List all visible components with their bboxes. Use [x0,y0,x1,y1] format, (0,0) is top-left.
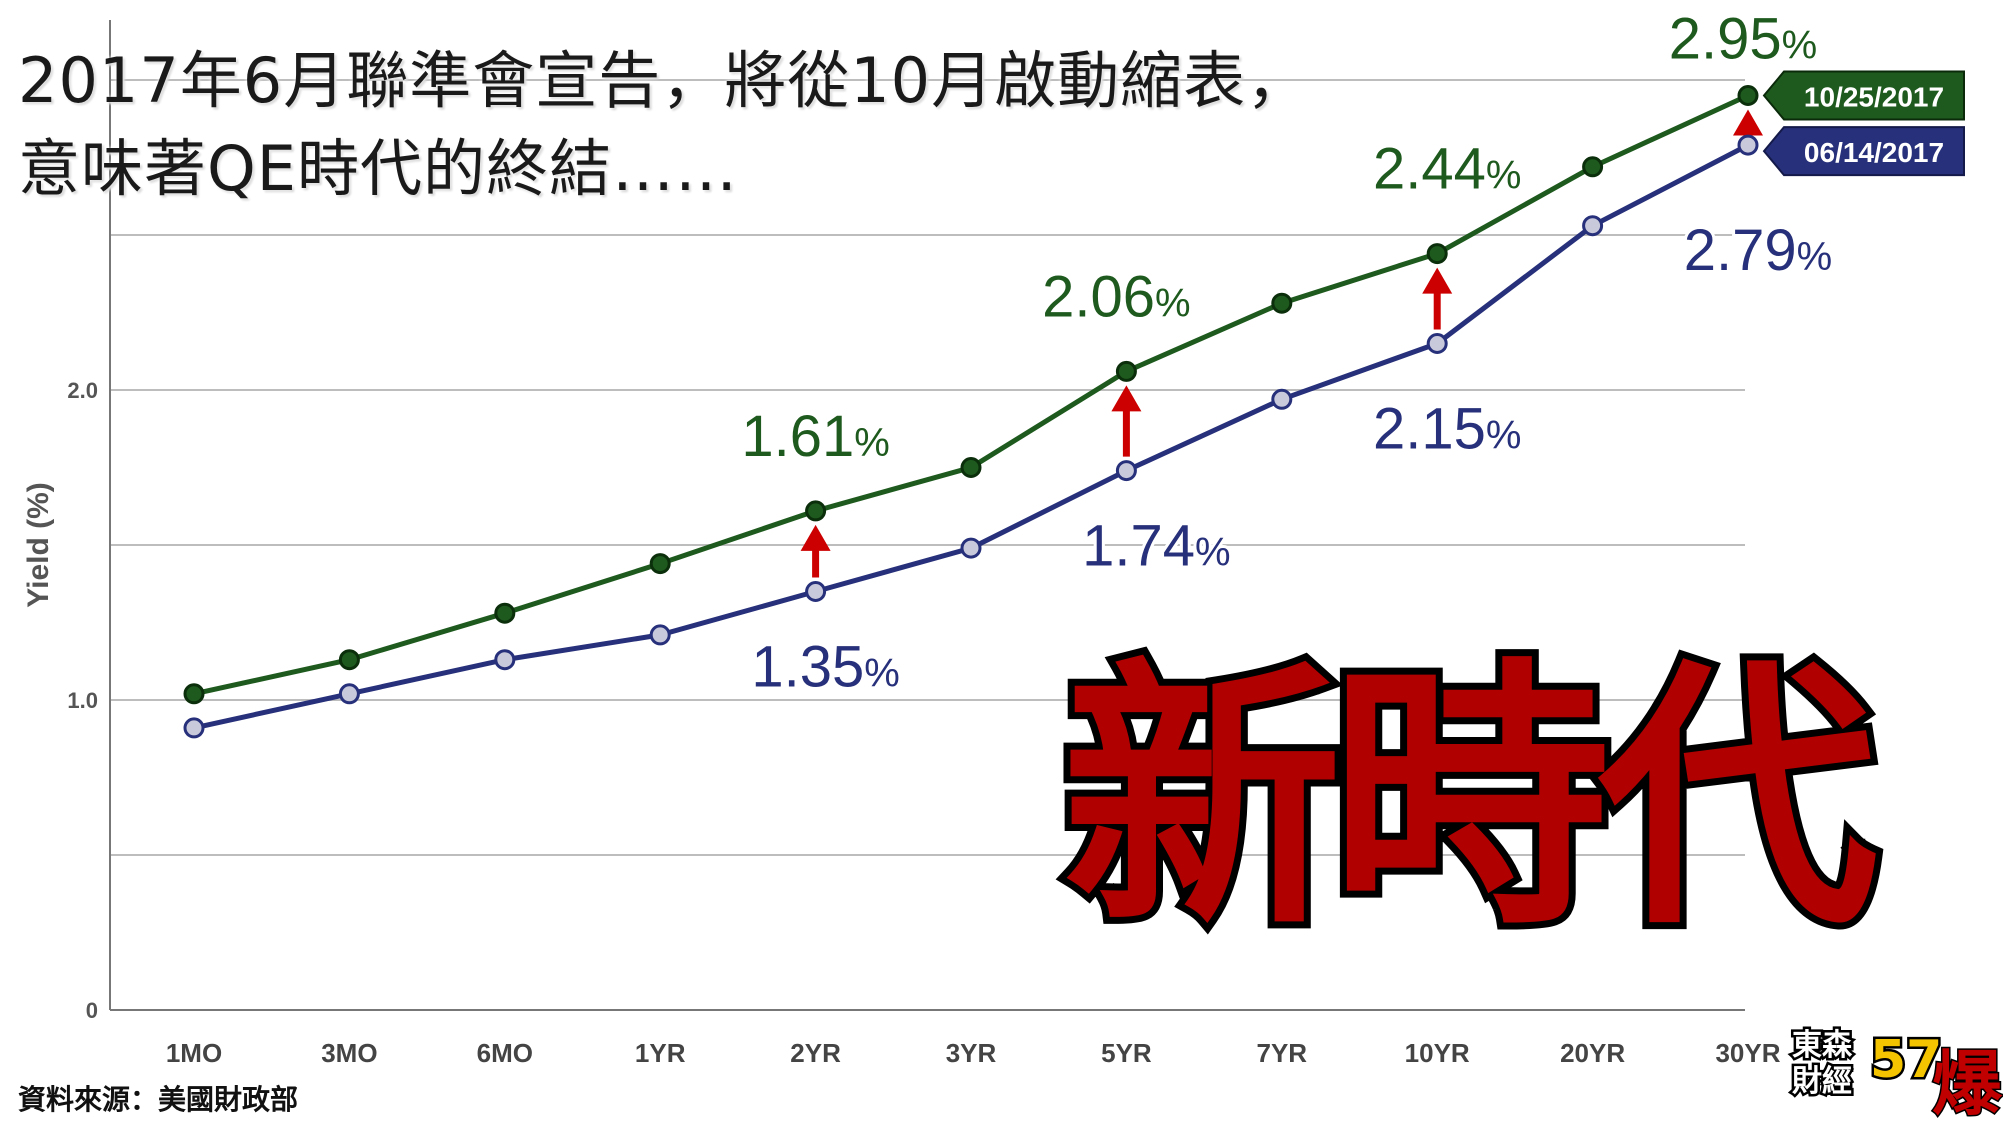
value-number: 2.44 [1373,137,1486,202]
chart-title-line-1: 2017年6月聯準會宣告，將從10月啟動縮表， [18,44,1310,117]
change-arrow-head [1422,267,1453,294]
data-point [805,500,827,522]
axes: 0 1.0 2.0 Yield (%) 1MO 3MO 6MO 1YR 2YR 3YR 5YR 7YR… [22,20,1781,1068]
data-point [1115,360,1137,382]
value-number: 2.15 [1373,397,1486,462]
data-point [1582,156,1604,178]
value-label: 2.06% [1042,264,1190,329]
value-label: 1.74% [1082,514,1230,579]
value-unit: % [1486,154,1522,198]
value-label: 2.15% [1373,397,1521,462]
chart-title-line-2: 意味著QE時代的終結…… [18,132,738,205]
y-axis-label: Yield (%) [22,482,55,608]
y-tick-label: 0 [86,998,98,1023]
data-point [1737,134,1759,156]
change-arrow-head [800,524,831,551]
value-number: 2.06 [1042,264,1155,329]
data-point [649,624,671,646]
x-tick-label: 3YR [946,1038,997,1068]
change-arrows [800,109,1763,578]
value-unit: % [854,421,890,465]
headline-new-era: 新時代 [1055,637,1885,963]
x-tick-label: 3MO [321,1038,377,1068]
x-tick-label: 7YR [1257,1038,1308,1068]
value-label: 2.79% [1684,218,1832,283]
data-point [1271,292,1293,314]
x-tick-label: 20YR [1560,1038,1625,1068]
data-point [1426,333,1448,354]
change-arrow-head [1111,385,1142,412]
change-arrow-head [1733,109,1763,136]
data-point [1737,85,1759,106]
grid-lines [110,79,1745,1011]
data-point [960,537,982,559]
x-tick-label: 30YR [1715,1038,1780,1068]
value-number: 1.74 [1082,514,1195,579]
data-point [805,581,827,602]
data-point [1115,460,1137,482]
x-tick-label: 6MO [477,1038,533,1068]
channel-logo: 東森 財經 57 爆 [1790,1026,2003,1127]
data-point [338,683,360,705]
logo-text: 東森 財經 [1790,1026,1855,1102]
x-tick-label: 2YR [790,1038,841,1068]
value-number: 1.35 [751,635,864,700]
data-point [1582,215,1604,237]
value-unit: % [1195,531,1231,575]
y-tick-label: 1.0 [67,688,98,713]
data-point [183,717,205,739]
legend-tag [1762,126,1965,177]
logo-burst: 爆 [1931,1041,2003,1127]
value-unit: % [1155,281,1191,325]
legend-label: 06/14/2017 [1804,137,1944,168]
value-unit: % [864,652,900,696]
data-point [494,602,516,624]
value-unit: % [1797,235,1833,279]
data-point [183,683,205,705]
x-tick-label: 1YR [635,1038,686,1068]
value-number: 2.95 [1669,7,1782,72]
legend-label: 10/25/2017 [1804,82,1944,113]
legend: 10/25/2017 06/14/2017 [1762,70,1965,177]
value-labels: 1.61%2.06%2.44%2.95%1.35%1.74%2.15%2.79% [738,4,1835,703]
data-points [183,85,1759,739]
value-unit: % [1782,24,1818,68]
x-tick-label: 1MO [166,1038,222,1068]
value-unit: % [1486,414,1522,458]
value-label: 1.61% [741,404,889,469]
x-tick-label: 5YR [1101,1038,1152,1068]
source-note: 資料來源：美國財政部 [18,1083,299,1116]
value-number: 1.61 [741,404,854,469]
legend-tag [1762,70,1965,121]
value-label: 1.35% [751,635,899,700]
data-point [1271,388,1293,410]
data-point [494,649,516,671]
x-tick-label: 10YR [1405,1038,1470,1068]
value-label: 2.44% [1373,137,1521,202]
y-tick-label: 2.0 [67,378,98,403]
logo-number: 57 [1867,1028,1944,1093]
data-point [1426,243,1448,265]
data-point [960,457,982,478]
value-number: 2.79 [1684,218,1797,283]
value-label: 2.95% [1669,7,1817,72]
data-point [338,649,360,671]
data-point [649,553,671,575]
